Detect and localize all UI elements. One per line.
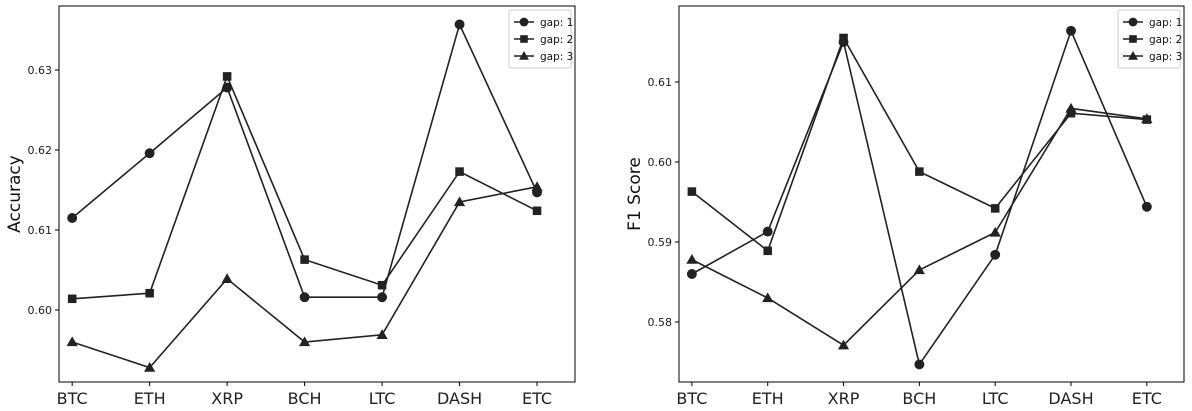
data-point-gap-3 [376, 329, 388, 339]
data-point-gap-2 [145, 288, 154, 298]
series-line-gap-3 [691, 107, 1147, 347]
data-point-gap-2 [687, 187, 697, 196]
x-tick-label: XRP [211, 389, 243, 408]
x-tick-label: ETH [752, 389, 784, 408]
data-point-gap-3 [299, 336, 311, 347]
legend-marker-gap-2 [520, 35, 528, 43]
series-line-gap-1 [691, 28, 1148, 367]
x-tick-label: DASH [1048, 389, 1093, 408]
legend: gap: 1 gap: 2 gap: 3 [1117, 9, 1182, 69]
data-point-gap-3 [1141, 113, 1153, 123]
y-tick-label: 0.59 [648, 236, 673, 249]
data-point-gap-1 [299, 292, 310, 303]
y-tick-label: 0.62 [28, 144, 53, 157]
x-tick-label: ETC [1132, 389, 1162, 408]
series-line-gap-2 [691, 36, 1147, 253]
chart-1: 0.60 0.61 0.62 0.63 BTC ETH XRP BCH LTC DASH ETC Ac… [5, 5, 576, 408]
legend-label: gap: 3 [1149, 51, 1182, 63]
data-point-gap-1 [377, 292, 388, 303]
data-point-gap-3 [453, 196, 466, 207]
x-tick-label: BTC [676, 389, 707, 408]
legend: gap: 1 gap: 2 gap: 3 [508, 9, 573, 69]
y-axis-label: F1 Score [625, 157, 645, 231]
legend-label: gap: 2 [1149, 34, 1182, 46]
legend-label: gap: 1 [540, 17, 573, 29]
chart-2: 0.58 0.59 0.60 0.61 BTC ETH XRP BCH LTC DASH ETC F1… [625, 5, 1185, 408]
data-point-gap-1 [762, 226, 773, 237]
x-tick-label: BCH [902, 389, 936, 408]
legend-label: gap: 3 [540, 51, 573, 63]
data-point-gap-3 [66, 336, 78, 347]
legend-label: gap: 1 [1149, 17, 1182, 29]
data-point-gap-2 [915, 167, 924, 176]
data-point-gap-1 [454, 19, 465, 30]
plot-area-frame [678, 5, 1185, 383]
data-point-gap-1 [1141, 201, 1152, 212]
data-point-gap-2 [532, 206, 542, 216]
y-tick-label: 0.60 [28, 304, 53, 317]
data-point-gap-3 [144, 362, 156, 372]
x-tick-label: BTC [57, 389, 88, 408]
y-axis-label: Accuracy [5, 155, 25, 233]
data-point-gap-1 [144, 148, 155, 159]
data-point-gap-3 [762, 292, 774, 303]
data-point-gap-2 [455, 167, 464, 176]
legend-marker-gap-2 [1129, 35, 1137, 43]
y-tick-label: 0.58 [648, 316, 673, 329]
series-line-gap-2 [72, 74, 538, 300]
data-point-gap-2 [839, 33, 848, 43]
x-tick-label: DASH [437, 389, 482, 408]
data-point-gap-2 [763, 246, 772, 256]
data-point-gap-1 [67, 213, 78, 223]
y-tick-label: 0.60 [648, 156, 673, 169]
y-tick-label: 0.61 [648, 76, 673, 89]
legend-marker-gap-3 [519, 51, 529, 60]
x-tick-label: XRP [828, 389, 860, 408]
data-point-gap-1 [1066, 25, 1076, 36]
data-point-gap-2 [990, 204, 1000, 213]
data-point-gap-2 [1066, 108, 1076, 118]
y-tick-label: 0.63 [28, 64, 53, 77]
data-point-gap-3 [1065, 102, 1077, 113]
data-point-gap-3 [221, 273, 233, 283]
plot-area-frame [58, 5, 576, 383]
data-point-gap-3 [837, 339, 850, 350]
data-point-gap-1 [686, 269, 697, 279]
x-tick-label: ETC [522, 389, 552, 408]
data-point-gap-3 [686, 254, 698, 264]
x-tick-label: LTC [369, 389, 396, 408]
x-tick-label: BCH [288, 389, 322, 408]
legend-marker-gap-1 [519, 17, 529, 27]
data-point-gap-2 [377, 280, 387, 290]
data-point-gap-2 [222, 72, 232, 81]
data-point-gap-3 [989, 226, 1001, 237]
data-point-gap-1 [914, 359, 925, 370]
data-point-gap-3 [531, 181, 543, 191]
x-tick-label: ETH [134, 389, 166, 408]
data-point-gap-3 [913, 264, 925, 275]
legend-marker-gap-1 [1128, 17, 1138, 27]
legend-marker-gap-3 [1128, 51, 1138, 60]
legend-label: gap: 2 [540, 34, 573, 46]
data-point-gap-1 [990, 249, 1001, 260]
data-point-gap-2 [67, 294, 77, 304]
data-point-gap-2 [300, 255, 309, 264]
x-tick-label: LTC [982, 389, 1009, 408]
y-tick-label: 0.61 [28, 224, 53, 237]
